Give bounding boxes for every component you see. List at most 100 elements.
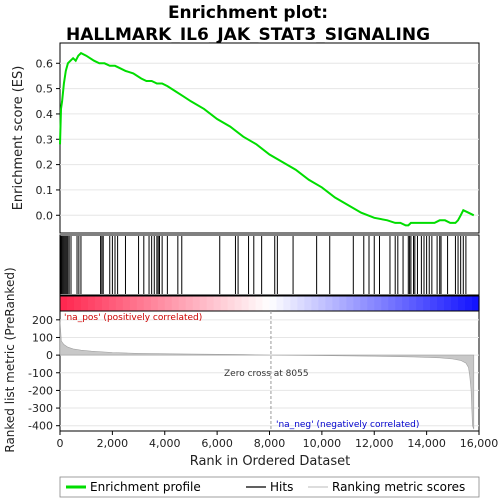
color-bar-segment [150,296,159,311]
color-bar-segment [157,296,166,311]
ranking-metric-area [59,319,475,430]
ranked-x-tick-label: 4,000 [149,437,181,450]
es-y-tick-label: 0.3 [36,133,54,146]
color-bar-segment [94,296,103,311]
color-bar-segment [262,296,271,311]
color-bar-segment [451,296,459,311]
es-y-tick-label: 0.4 [36,108,54,121]
ranked-x-tick-label: 8,000 [254,437,286,450]
es-y-tick-label: 0.5 [36,83,54,96]
color-bar-segment [164,296,173,311]
ranked-x-tick-label: 16,000 [460,437,499,450]
color-bar-segment [283,296,292,311]
legend-box [59,476,480,498]
color-bar-segment [423,296,431,311]
negative-correlation-label: 'na_neg' (negatively correlated) [276,420,419,430]
color-bar-segment [304,296,312,311]
ranked-y-tick-label: -200 [28,384,53,397]
color-bar-segment [332,296,340,311]
color-bar-segment [108,296,117,311]
color-bar-segment [430,296,438,311]
color-bar-segment [437,296,445,311]
zero-cross-label: Zero cross at 8055 [224,369,309,379]
color-bar-segment [143,296,152,311]
ranked-y-tick-label: -400 [28,420,53,433]
color-bar-segment [269,296,278,311]
color-bar-segment [374,296,382,311]
color-bar-segment [248,296,257,311]
es-y-tick-label: 0.1 [36,184,54,197]
color-bar-segment [395,296,403,311]
color-bar-segment [80,296,89,311]
color-bar-segment [444,296,452,311]
color-bar-segment [87,296,96,311]
es-y-tick-label: 0.6 [36,57,54,70]
ranked-x-ticks: 0 2,000 4,000 6,000 8,000 10,000 12,000 14,000 1… [57,431,499,450]
ranked-y-tick-label: -100 [28,367,53,380]
color-bar-segment [402,296,410,311]
color-bar-segment [199,296,208,311]
legend-label: Enrichment profile [90,480,201,494]
color-bar-segment [318,296,326,311]
legend: Enrichment profile Hits Ranking metric sco… [66,480,465,494]
color-bar-segment [185,296,194,311]
color-bar-segment [122,296,131,311]
es-gridlines [60,62,479,216]
color-bar-segment [367,296,375,311]
ranked-x-tick-label: 10,000 [303,437,342,450]
ranked-y-ticks: -400 -300 -200 -100 0 100 200 [28,314,60,433]
hits-panel-frame [59,234,480,296]
ranked-x-tick-label: 0 [57,437,64,450]
ranked-x-tick-label: 14,000 [407,437,446,450]
color-bar-segment [346,296,354,311]
color-bar-segment [472,296,480,311]
ranked-x-axis-label: Rank in Ordered Dataset [190,454,351,469]
color-bar-segment [241,296,250,311]
color-bar-segment [360,296,368,311]
ranked-y-tick-label: -300 [28,402,53,415]
color-bar-segment [66,296,75,311]
chart-title-line2: HALLMARK_IL6_JAK_STAT3_SIGNALING [66,25,430,45]
rank-color-bar [60,296,480,311]
color-bar-segment [136,296,145,311]
color-bar-segment [290,296,299,311]
color-bar-segment [227,296,236,311]
color-bar-segment [325,296,333,311]
color-bar-segment [115,296,124,311]
color-bar-segment [458,296,466,311]
chart-title-line1: Enrichment plot: [168,3,328,23]
es-y-axis-label: Enrichment score (ES) [11,66,26,211]
ranked-x-tick-label: 2,000 [97,437,129,450]
color-bar-segment [409,296,417,311]
es-y-tick-label: 0.2 [36,159,54,172]
ranked-y-tick-label: 200 [32,314,53,327]
enrichment-profile-line [59,51,475,227]
color-bar-segment [339,296,347,311]
color-bar-segment [465,296,473,311]
color-bar-segment [416,296,424,311]
color-bar-segment [171,296,180,311]
color-bar-segment [311,296,319,311]
ranked-panel-frame [59,310,480,432]
ranked-x-tick-label: 6,000 [201,437,233,450]
color-bar-segment [73,296,82,311]
legend-label: Ranking metric scores [332,480,465,494]
legend-label: Hits [270,480,293,494]
color-bar-segment [255,296,264,311]
color-bar-segment [234,296,243,311]
color-bar-segment [206,296,215,311]
ranked-y-tick-label: 0 [46,349,53,362]
ranked-x-tick-label: 12,000 [355,437,394,450]
color-bar-segment [276,296,285,311]
color-bar-segment [101,296,110,311]
es-y-tick-label: 0.0 [36,209,54,222]
hit-markers [60,236,467,294]
positive-correlation-label: 'na_pos' (positively correlated) [64,313,202,323]
color-bar-segment [353,296,361,311]
color-bar-segment [129,296,138,311]
color-bar-segment [60,296,68,311]
ranked-y-tick-label: 100 [32,331,53,344]
ranked-y-axis-label: Ranked list metric (PreRanked) [3,267,17,452]
